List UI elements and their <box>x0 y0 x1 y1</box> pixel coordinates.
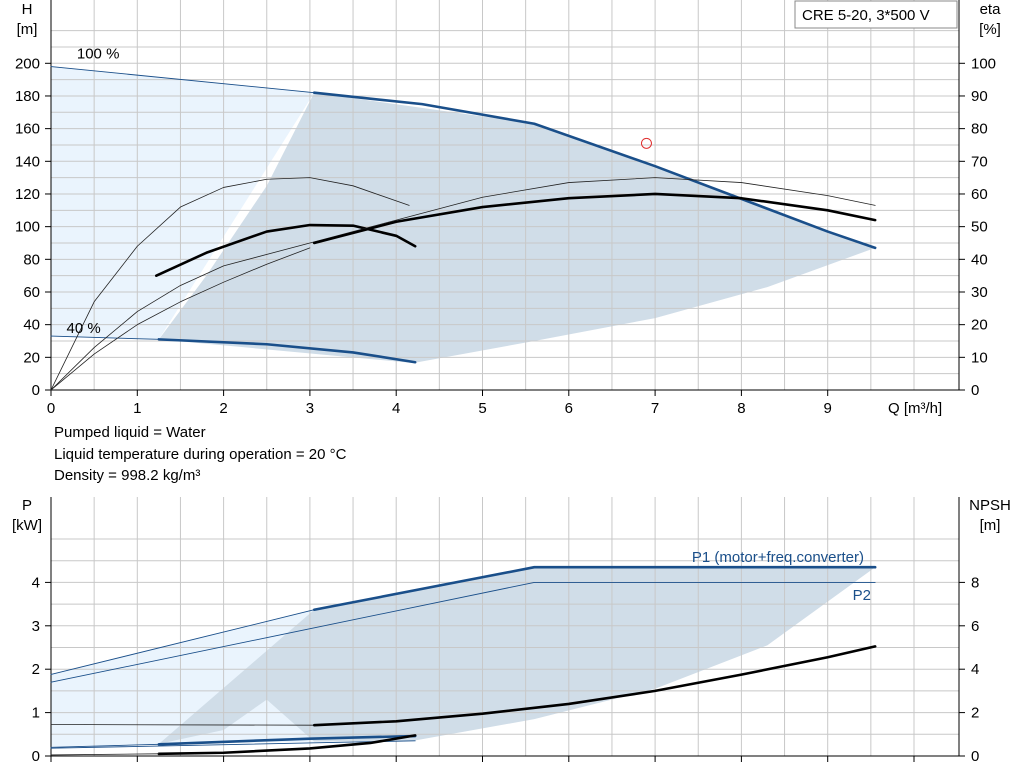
y2-tick-label: 70 <box>971 153 988 170</box>
y2-tick-label: 100 <box>971 55 996 72</box>
y-tick-label: 140 <box>15 153 40 170</box>
speed-annotation: 100 % <box>77 45 120 62</box>
y2-tick-label: 6 <box>971 618 979 635</box>
legend-box-text: CRE 5-20, 3*500 V <box>802 7 930 24</box>
y2-tick-label: 60 <box>971 186 988 203</box>
series-label: P1 (motor+freq.converter) <box>692 549 864 566</box>
series-p2-low <box>50 740 416 749</box>
y2-axis-unit: [%] <box>979 21 1001 38</box>
legend-box <box>794 0 958 29</box>
y-axis-unit: [m] <box>17 21 38 38</box>
y-tick-label: 100 <box>15 219 40 236</box>
y-tick-label: 2 <box>32 661 40 678</box>
x-tick-label: 0 <box>47 400 55 417</box>
y-tick-label: 60 <box>23 284 40 301</box>
y-tick-label: 200 <box>15 55 40 72</box>
light-region <box>51 66 315 340</box>
y2-tick-label: 2 <box>971 705 979 722</box>
series-npsh-40 <box>157 734 417 756</box>
series-p1-motor-freq-converter <box>50 609 315 675</box>
series-label: P2 <box>853 587 871 604</box>
series-40 <box>157 338 417 364</box>
series-eta-1 <box>50 177 410 391</box>
series-100 <box>50 66 315 94</box>
y-tick-label: 20 <box>23 349 40 366</box>
y-tick-label: 4 <box>32 574 40 591</box>
y-axis-unit: [kW] <box>12 517 42 534</box>
series-100 <box>312 91 877 250</box>
y2-tick-label: 4 <box>971 661 979 678</box>
series-p1-motor-freq-converter <box>312 565 877 612</box>
y-tick-label: 0 <box>32 748 40 765</box>
y2-tick-label: 80 <box>971 121 988 138</box>
series-npsh-40-low <box>50 753 160 756</box>
y-tick-label: 160 <box>15 121 40 138</box>
x-tick-label: 4 <box>392 400 400 417</box>
x-tick-label: 8 <box>737 400 745 417</box>
y2-tick-label: 40 <box>971 251 988 268</box>
y2-tick-label: 10 <box>971 349 988 366</box>
y-tick-label: 80 <box>23 251 40 268</box>
y2-tick-label: 20 <box>971 317 988 334</box>
series-npsh-100 <box>50 724 315 726</box>
series-p1-low <box>157 734 417 746</box>
x-axis-title: Q [m³/h] <box>888 400 942 417</box>
x-tick-label: 9 <box>824 400 832 417</box>
series-p1-low <box>50 743 160 748</box>
head-efficiency-plot: 0204060801001201401601802000102030405060… <box>15 0 1001 417</box>
series-p2 <box>50 581 876 683</box>
series-eta-3 <box>50 247 311 391</box>
y-axis-title: P <box>22 497 32 514</box>
liquid-temperature-text: Liquid temperature during operation = 20… <box>54 446 347 463</box>
y-tick-label: 180 <box>15 88 40 105</box>
y2-axis-unit: [m] <box>980 517 1001 534</box>
y2-axis-title: NPSH <box>969 497 1011 514</box>
x-tick-label: 1 <box>133 400 141 417</box>
y-axis-title: H <box>22 1 33 18</box>
y2-tick-label: 8 <box>971 574 979 591</box>
speed-annotation: 40 % <box>67 320 101 337</box>
y2-tick-label: 90 <box>971 88 988 105</box>
y-tick-label: 40 <box>23 317 40 334</box>
power-npsh-plot: 0 1 2 3 4 0 2 4 6 8 P [kW] NPSH [m] P1 (motor+freq.con… <box>12 497 1011 765</box>
operating-point-marker <box>640 137 652 149</box>
y-tick-label: 120 <box>15 186 40 203</box>
series-40 <box>50 335 160 340</box>
series-npsh-100 <box>312 645 877 727</box>
series-eta-2 <box>312 192 877 245</box>
pumped-liquid-text: Pumped liquid = Water <box>54 424 206 441</box>
y2-tick-label: 50 <box>971 219 988 236</box>
y-tick-label: 0 <box>32 382 40 399</box>
series-eta-1 <box>154 223 417 277</box>
y2-axis-title: eta <box>980 1 1002 18</box>
x-tick-label: 3 <box>306 400 314 417</box>
y2-tick-label: 30 <box>971 284 988 301</box>
series-eta-2 <box>50 177 876 391</box>
y-tick-label: 3 <box>32 618 40 635</box>
y2-tick-label: 0 <box>971 748 979 765</box>
x-tick-label: 6 <box>565 400 573 417</box>
y2-tick-label: 0 <box>971 382 979 399</box>
dark-region <box>158 567 876 744</box>
density-text: Density = 998.2 kg/m³ <box>54 467 201 484</box>
x-tick-label: 7 <box>651 400 659 417</box>
y-tick-label: 1 <box>32 705 40 722</box>
x-tick-label: 5 <box>478 400 486 417</box>
dark-region <box>158 92 876 364</box>
x-tick-label: 2 <box>219 400 227 417</box>
